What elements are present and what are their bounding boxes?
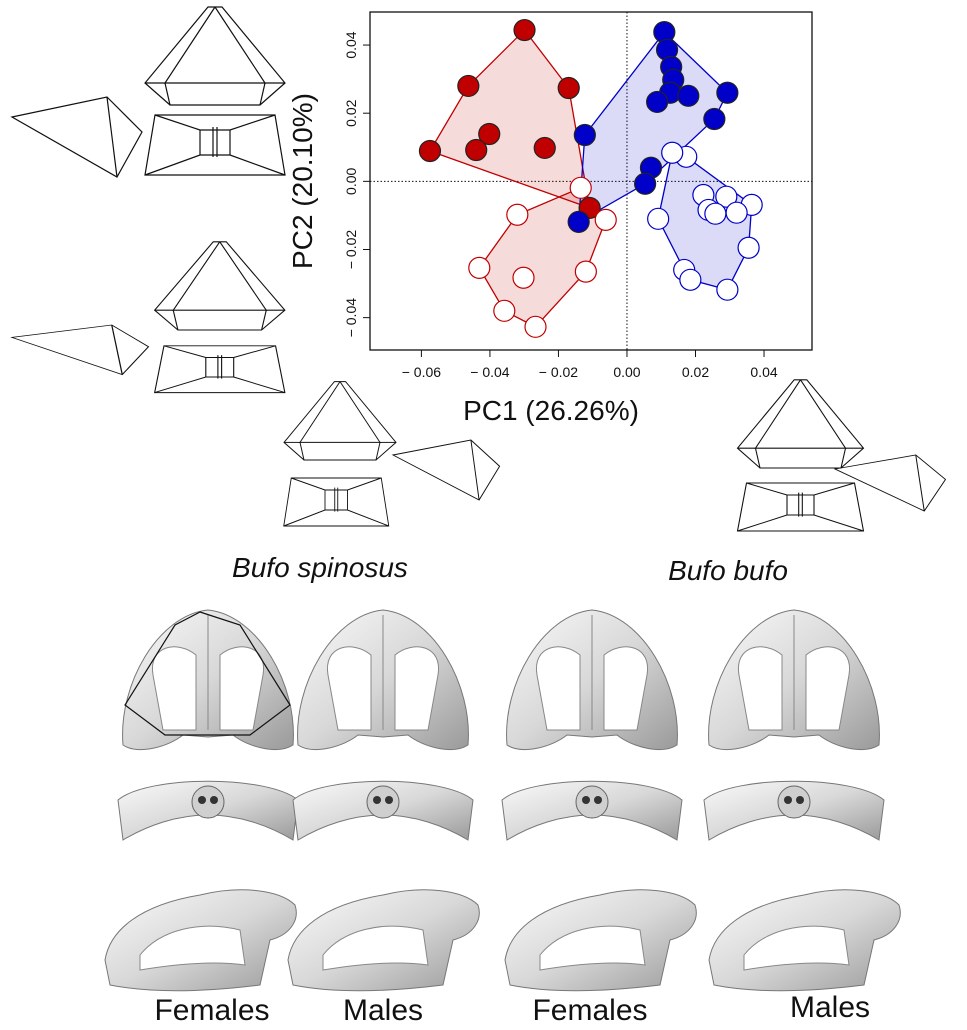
y-tick-label: − 0.02 <box>343 230 359 270</box>
point <box>466 139 487 160</box>
x-tick-label: − 0.02 <box>539 364 579 380</box>
y-tick-label: 0.02 <box>343 99 359 126</box>
point <box>574 125 595 146</box>
skull-images <box>105 610 900 991</box>
point <box>419 141 440 162</box>
point <box>513 267 534 288</box>
point <box>514 20 535 41</box>
hull <box>430 30 590 208</box>
point <box>570 177 591 198</box>
point <box>635 173 656 194</box>
point <box>705 203 726 224</box>
point <box>678 85 699 106</box>
point <box>680 269 701 290</box>
sex-label: Males <box>343 994 423 1025</box>
point <box>662 142 683 163</box>
y-tick-label: 0.00 <box>343 168 359 195</box>
point <box>558 77 579 98</box>
point <box>647 91 668 112</box>
point <box>595 209 616 230</box>
x-tick-label: 0.02 <box>682 364 709 380</box>
point <box>568 211 589 232</box>
point <box>717 82 738 103</box>
x-tick-label: 0.00 <box>613 364 640 380</box>
x-tick-label: − 0.04 <box>470 364 510 380</box>
figure: Bufo spinosus Bufo bufo Females Males Fe… <box>0 0 967 1025</box>
point <box>534 137 555 158</box>
y-axis-title: PC2 (20.10%) <box>287 93 318 269</box>
point <box>458 75 479 96</box>
sex-label: Females <box>532 994 647 1025</box>
pca-plot: − 0.06 − 0.04 − 0.02 0.00 0.02 0.04 − 0.04 − 0.… <box>287 12 812 426</box>
point <box>726 202 747 223</box>
y-tick-label: − 0.04 <box>343 298 359 338</box>
x-axis-title: PC1 (26.26%) <box>463 395 639 426</box>
x-tick-label: − 0.06 <box>402 364 442 380</box>
x-tick-label: 0.04 <box>750 364 777 380</box>
point <box>717 279 738 300</box>
species-label: Bufo spinosus <box>232 552 408 583</box>
y-tick-label: 0.04 <box>343 31 359 58</box>
point <box>648 208 669 229</box>
sex-label: Females <box>154 994 269 1025</box>
point <box>525 316 546 337</box>
sex-label: Males <box>790 991 870 1024</box>
point <box>507 204 528 225</box>
point <box>575 261 596 282</box>
point <box>704 108 725 129</box>
point <box>738 237 759 258</box>
point <box>494 300 515 321</box>
point <box>469 257 490 278</box>
species-label: Bufo bufo <box>668 555 788 586</box>
